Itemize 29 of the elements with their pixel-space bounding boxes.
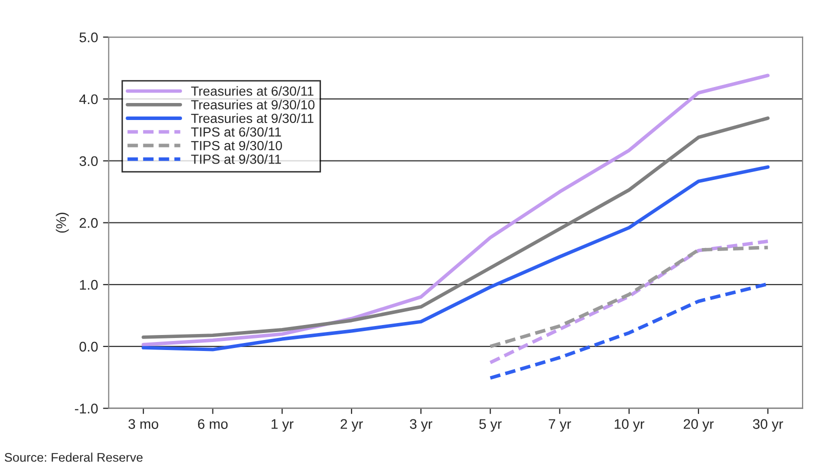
x-tick-label: 3 yr <box>410 419 432 432</box>
line-series <box>488 246 770 348</box>
x-tick-label: 7 yr <box>548 419 572 432</box>
x-tick-label: 6 mo <box>198 419 228 429</box>
legend-label: Treasuries at 9/30/10 <box>191 100 314 110</box>
legend-label: Treasuries at 6/30/11 <box>191 86 314 96</box>
x-tick-label: 2 yr <box>340 419 363 432</box>
x-tick-label: 1 yr <box>272 419 294 432</box>
y-tick-label: 4.0 <box>79 94 98 104</box>
y-tick-label: -1.0 <box>74 404 98 414</box>
y-tick-label: 5.0 <box>80 32 98 42</box>
x-tick-label: 30 yr <box>752 419 784 432</box>
x-tick-label: 20 yr <box>684 419 714 432</box>
legend-label: Treasuries at 9/30/11 <box>191 113 314 124</box>
y-tick-label: 1.0 <box>80 280 98 290</box>
y-axis-title: (%) <box>56 212 69 233</box>
line-series <box>488 240 770 364</box>
x-tick-label: 5 yr <box>479 419 502 432</box>
line-series <box>142 74 770 346</box>
source-note: Source: Federal Reserve <box>4 452 143 462</box>
x-tick-label: 3 mo <box>128 419 158 429</box>
line-series <box>142 165 770 352</box>
y-tick-label: 0.0 <box>80 342 98 352</box>
legend-label: TIPS at 6/30/11 <box>191 126 281 137</box>
legend-label: TIPS at 9/30/11 <box>191 154 281 164</box>
y-tick-label: 3.0 <box>79 156 98 166</box>
y-tick-label: 2.0 <box>80 218 98 228</box>
x-tick-label: 10 yr <box>614 419 644 432</box>
legend-label: TIPS at 9/30/10 <box>191 140 282 150</box>
